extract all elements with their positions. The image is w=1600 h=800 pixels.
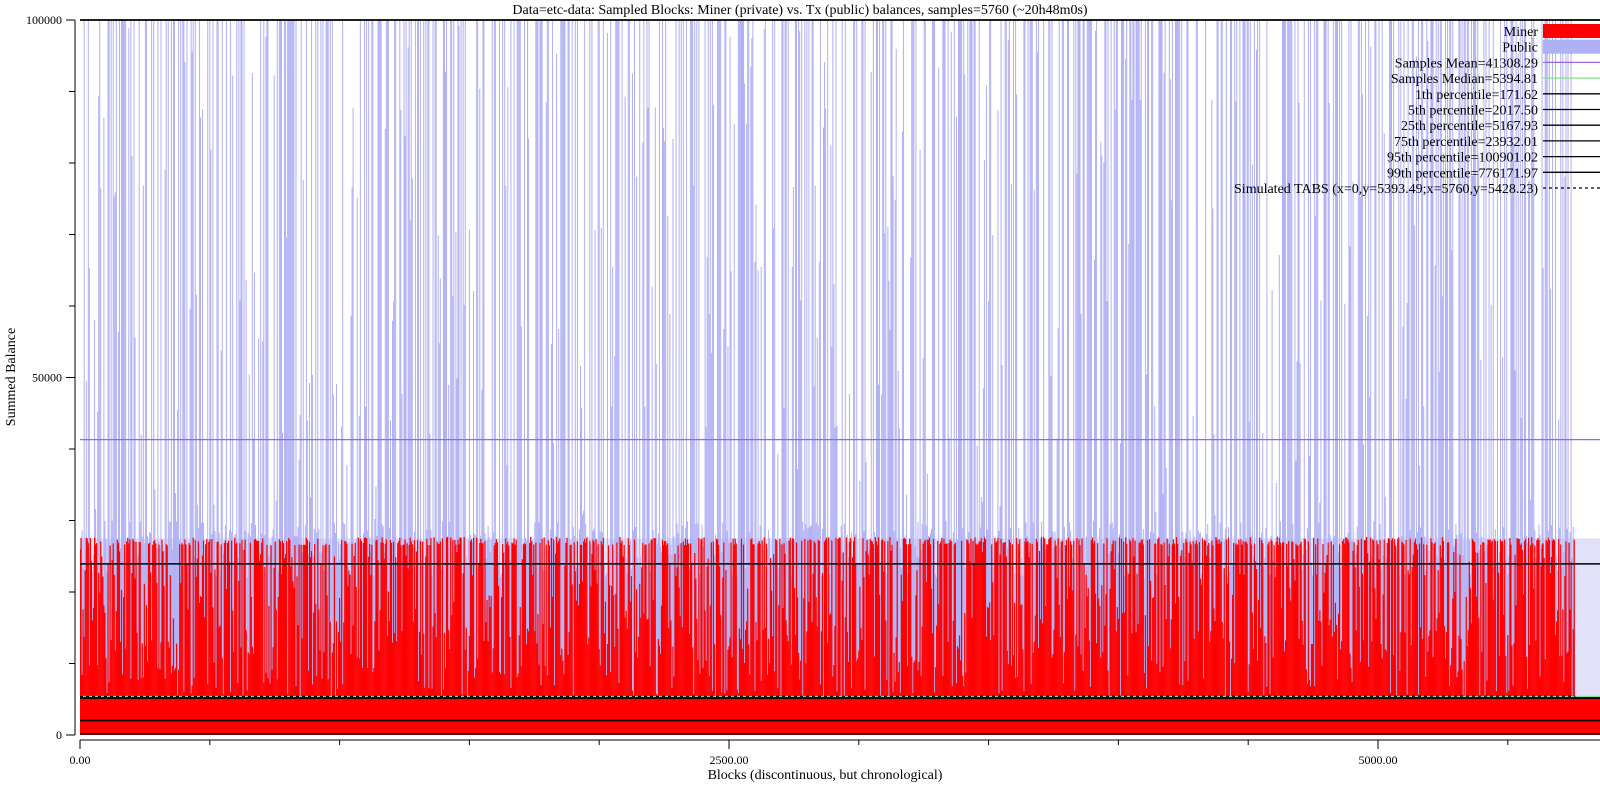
legend-label: Simulated TABS (x=0,y=5393.49;x=5760,y=5…: [1234, 182, 1538, 197]
y-tick-label: 50000: [32, 371, 62, 385]
legend-swatch: [1543, 24, 1600, 38]
legend-label: Samples Mean=41308.29: [1395, 56, 1538, 71]
y-axis-label: Summed Balance: [4, 328, 19, 426]
legend-label: 95th percentile=100901.02: [1387, 151, 1538, 166]
y-tick-label: 100000: [26, 13, 62, 27]
axes: 0 50000 100000 0.00 2500.00 5000.00: [26, 13, 1600, 767]
legend-label: Public: [1502, 41, 1538, 56]
x-axis-label: Blocks (discontinuous, but chronological…: [708, 768, 943, 783]
x-tick-label: 2500.00: [710, 753, 749, 767]
y-ticks: 0 50000 100000: [26, 13, 75, 742]
legend-label: 25th percentile=5167.93: [1401, 119, 1538, 134]
chart-title: Data=etc-data: Sampled Blocks: Miner (pr…: [512, 3, 1088, 18]
miner-series: [80, 536, 1600, 735]
miner-dense-region: [80, 696, 1600, 735]
plot-area: [80, 19, 1600, 735]
x-tick-label: 5000.00: [1359, 753, 1398, 767]
legend-label: Miner: [1504, 25, 1539, 40]
legend-label: 5th percentile=2017.50: [1408, 104, 1538, 119]
legend-swatch: [1543, 39, 1600, 54]
legend-label: 75th percentile=23932.01: [1394, 135, 1538, 150]
x-tick-label: 0.00: [70, 753, 91, 767]
legend-label: 1th percentile=171.62: [1415, 88, 1538, 103]
legend-label: 99th percentile=776171.97: [1387, 166, 1538, 181]
y-tick-label: 0: [56, 728, 62, 742]
legend-label: Samples Median=5394.81: [1391, 72, 1538, 87]
reference-lines: [80, 19, 1600, 735]
x-ticks: 0.00 2500.00 5000.00: [70, 740, 1509, 767]
